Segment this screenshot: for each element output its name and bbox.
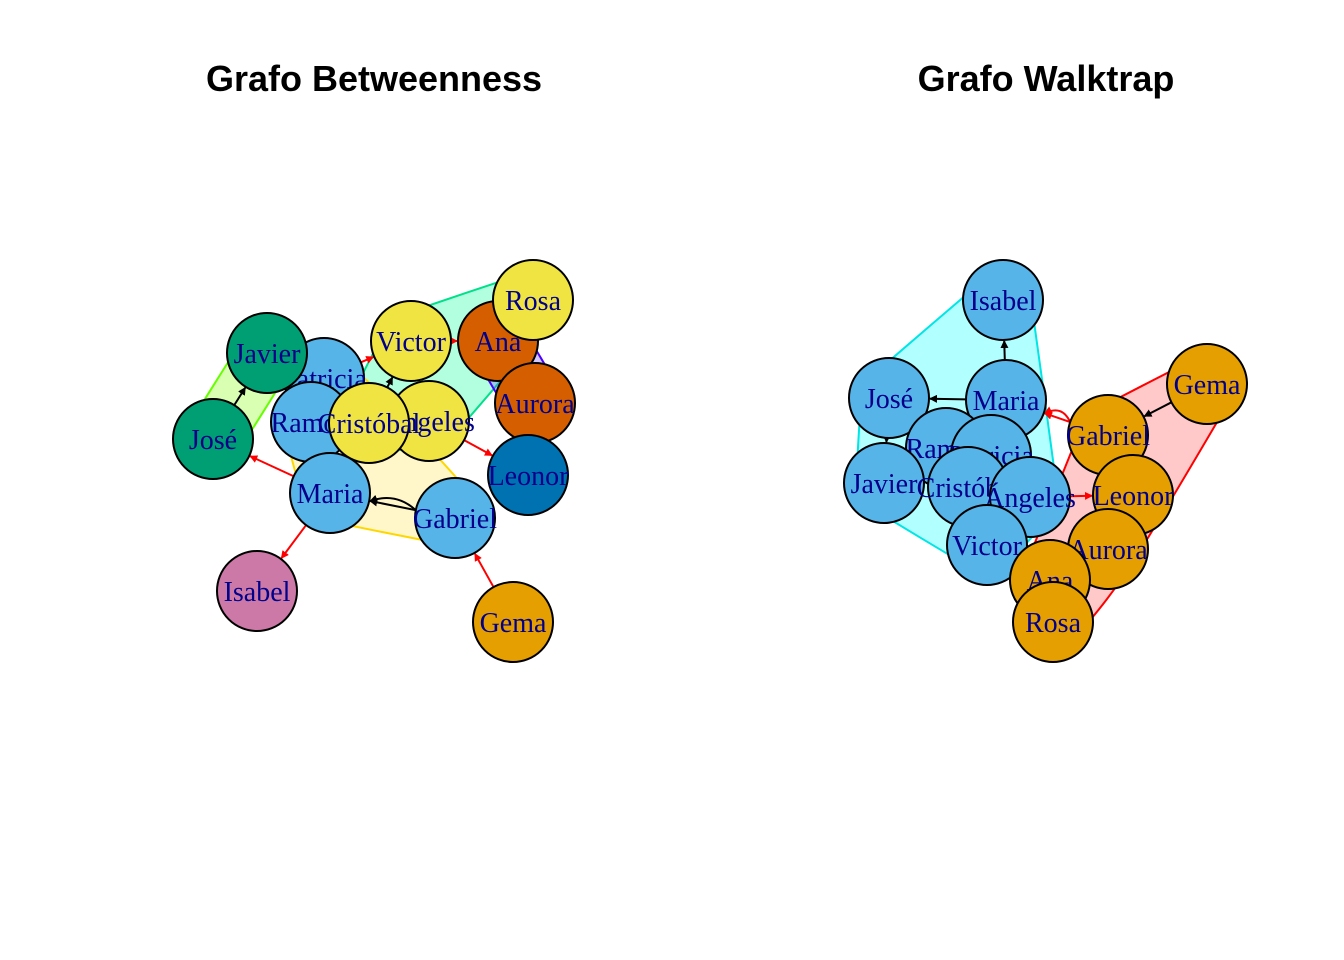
edges-walktrap	[882, 339, 1172, 527]
node-label: Gabriel	[1066, 421, 1150, 452]
node-label: Javier	[851, 469, 919, 500]
edges-betweenness	[233, 309, 536, 588]
nodes-walktrap: IsabelJoséMariaRamonPatriciaJavierCristó…	[843, 259, 1248, 663]
node-circle	[1012, 581, 1094, 663]
node-jose: José	[848, 357, 930, 439]
node-circle	[289, 452, 371, 534]
node-label: Javier	[234, 339, 302, 370]
node-label: José	[865, 384, 913, 415]
node-label: Rosa	[505, 286, 562, 317]
node-gema: Gema	[1166, 343, 1248, 425]
edge-gema-to-gabriel	[1143, 401, 1172, 418]
node-circle	[487, 434, 569, 516]
node-victor: Victor	[946, 504, 1028, 586]
node-circle	[370, 300, 452, 382]
node-circle	[414, 477, 496, 559]
node-label: Aurora	[495, 389, 575, 420]
edge-jose-to-javier	[233, 386, 247, 406]
node-label: Gabriel	[413, 504, 497, 535]
node-circle	[472, 581, 554, 663]
node-javier: Javier	[843, 442, 925, 524]
panel-walktrap: Grafo Walktrap IsabelJoséMariaRamonPatri…	[843, 58, 1248, 663]
node-circle	[492, 259, 574, 341]
node-circle	[843, 442, 925, 524]
node-circle	[172, 398, 254, 480]
node-circle	[848, 357, 930, 439]
node-isabel: Isabel	[216, 550, 298, 632]
node-label: José	[189, 425, 237, 456]
edge-maria-to-jose	[928, 394, 967, 403]
node-label: Rosa	[1025, 608, 1082, 639]
node-cristobal: Cristóbal	[318, 382, 421, 464]
node-rosa: Rosa	[492, 259, 574, 341]
node-circle	[962, 259, 1044, 341]
edge-angeles-to-leonor	[463, 439, 493, 457]
node-label: Leonor	[488, 461, 570, 492]
node-javier: Javier	[226, 312, 308, 394]
edge-gabriel-to-maria	[369, 494, 417, 511]
node-label: Isabel	[970, 286, 1037, 317]
panel-title-betweenness: Grafo Betweenness	[206, 58, 542, 99]
node-aurora: Aurora	[494, 362, 576, 444]
edge-cristobal-to-victor	[385, 376, 394, 388]
node-label: Victor	[952, 531, 1023, 562]
node-label: Gema	[1174, 370, 1241, 401]
node-circle	[328, 382, 410, 464]
node-victor: Victor	[370, 300, 452, 382]
node-circle	[226, 312, 308, 394]
panel-betweenness: Grafo Betweenness PatriciaJavierJoséRamo…	[172, 58, 576, 663]
node-label: Maria	[297, 479, 364, 510]
node-jose: José	[172, 398, 254, 480]
node-gabriel: Gabriel	[413, 477, 497, 559]
node-label: Maria	[973, 386, 1040, 417]
node-circle	[946, 504, 1028, 586]
edge-maria-to-isabel	[280, 524, 307, 559]
edge-maria-to-isabel	[1000, 339, 1009, 361]
node-gema: Gema	[472, 581, 554, 663]
node-circle	[1166, 343, 1248, 425]
node-label: Cristóbal	[318, 409, 421, 440]
panel-title-walktrap: Grafo Walktrap	[918, 58, 1175, 99]
node-label: Victor	[376, 327, 447, 358]
node-leonor: Leonor	[487, 434, 570, 516]
node-maria: Maria	[289, 452, 371, 534]
edge-gabriel-to-maria	[1043, 411, 1071, 423]
node-circle	[216, 550, 298, 632]
node-label: Gema	[480, 608, 547, 639]
edge-gabriel-to-maria	[1043, 406, 1072, 423]
edge-gabriel-to-maria	[369, 498, 416, 512]
node-label: Leonor	[1093, 481, 1175, 512]
node-rosa: Rosa	[1012, 581, 1094, 663]
node-isabel: Isabel	[962, 259, 1044, 341]
node-label: Isabel	[224, 577, 291, 608]
edge-gema-to-gabriel	[474, 552, 495, 588]
edge-maria-to-jose	[249, 455, 295, 478]
edge-patricia-to-victor	[360, 356, 375, 364]
